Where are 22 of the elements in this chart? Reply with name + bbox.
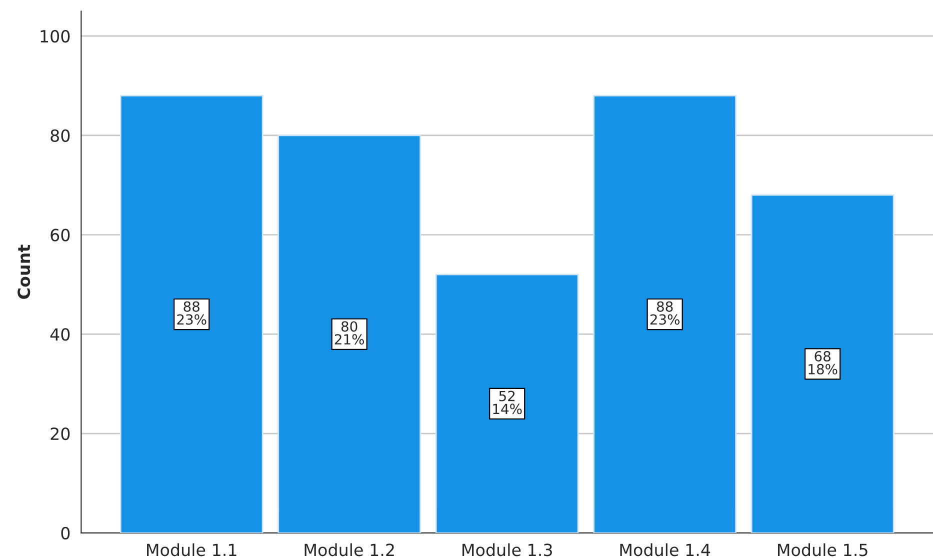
x-tick-label: Module 1.3 [462,543,552,556]
y-tick-label: 40 [50,328,70,341]
bar [120,94,264,533]
bar [593,94,737,533]
y-tick-label: 60 [50,228,70,242]
x-tick-label: Module 1.1 [147,543,236,556]
data-label: 88 23% [177,301,206,325]
data-label: 68 18% [808,351,838,374]
data-label: 52 14% [493,390,522,414]
x-tick-label: Module 1.4 [620,543,710,556]
y-tick-label: 20 [50,427,70,440]
bar [750,194,894,533]
bar [435,274,579,533]
y-axis-title: Count [18,244,30,299]
y-tick-label: 0 [61,526,70,540]
data-label: 80 21% [334,321,364,345]
data-label: 88 23% [650,301,680,325]
x-tick-label: Module 1.5 [778,543,868,556]
x-tick-label: Module 1.2 [304,543,394,556]
y-tick-label: 80 [50,129,70,142]
bar [278,134,422,533]
y-tick-label: 100 [40,30,70,43]
